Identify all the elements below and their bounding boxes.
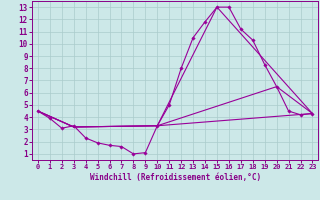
X-axis label: Windchill (Refroidissement éolien,°C): Windchill (Refroidissement éolien,°C) bbox=[90, 173, 261, 182]
